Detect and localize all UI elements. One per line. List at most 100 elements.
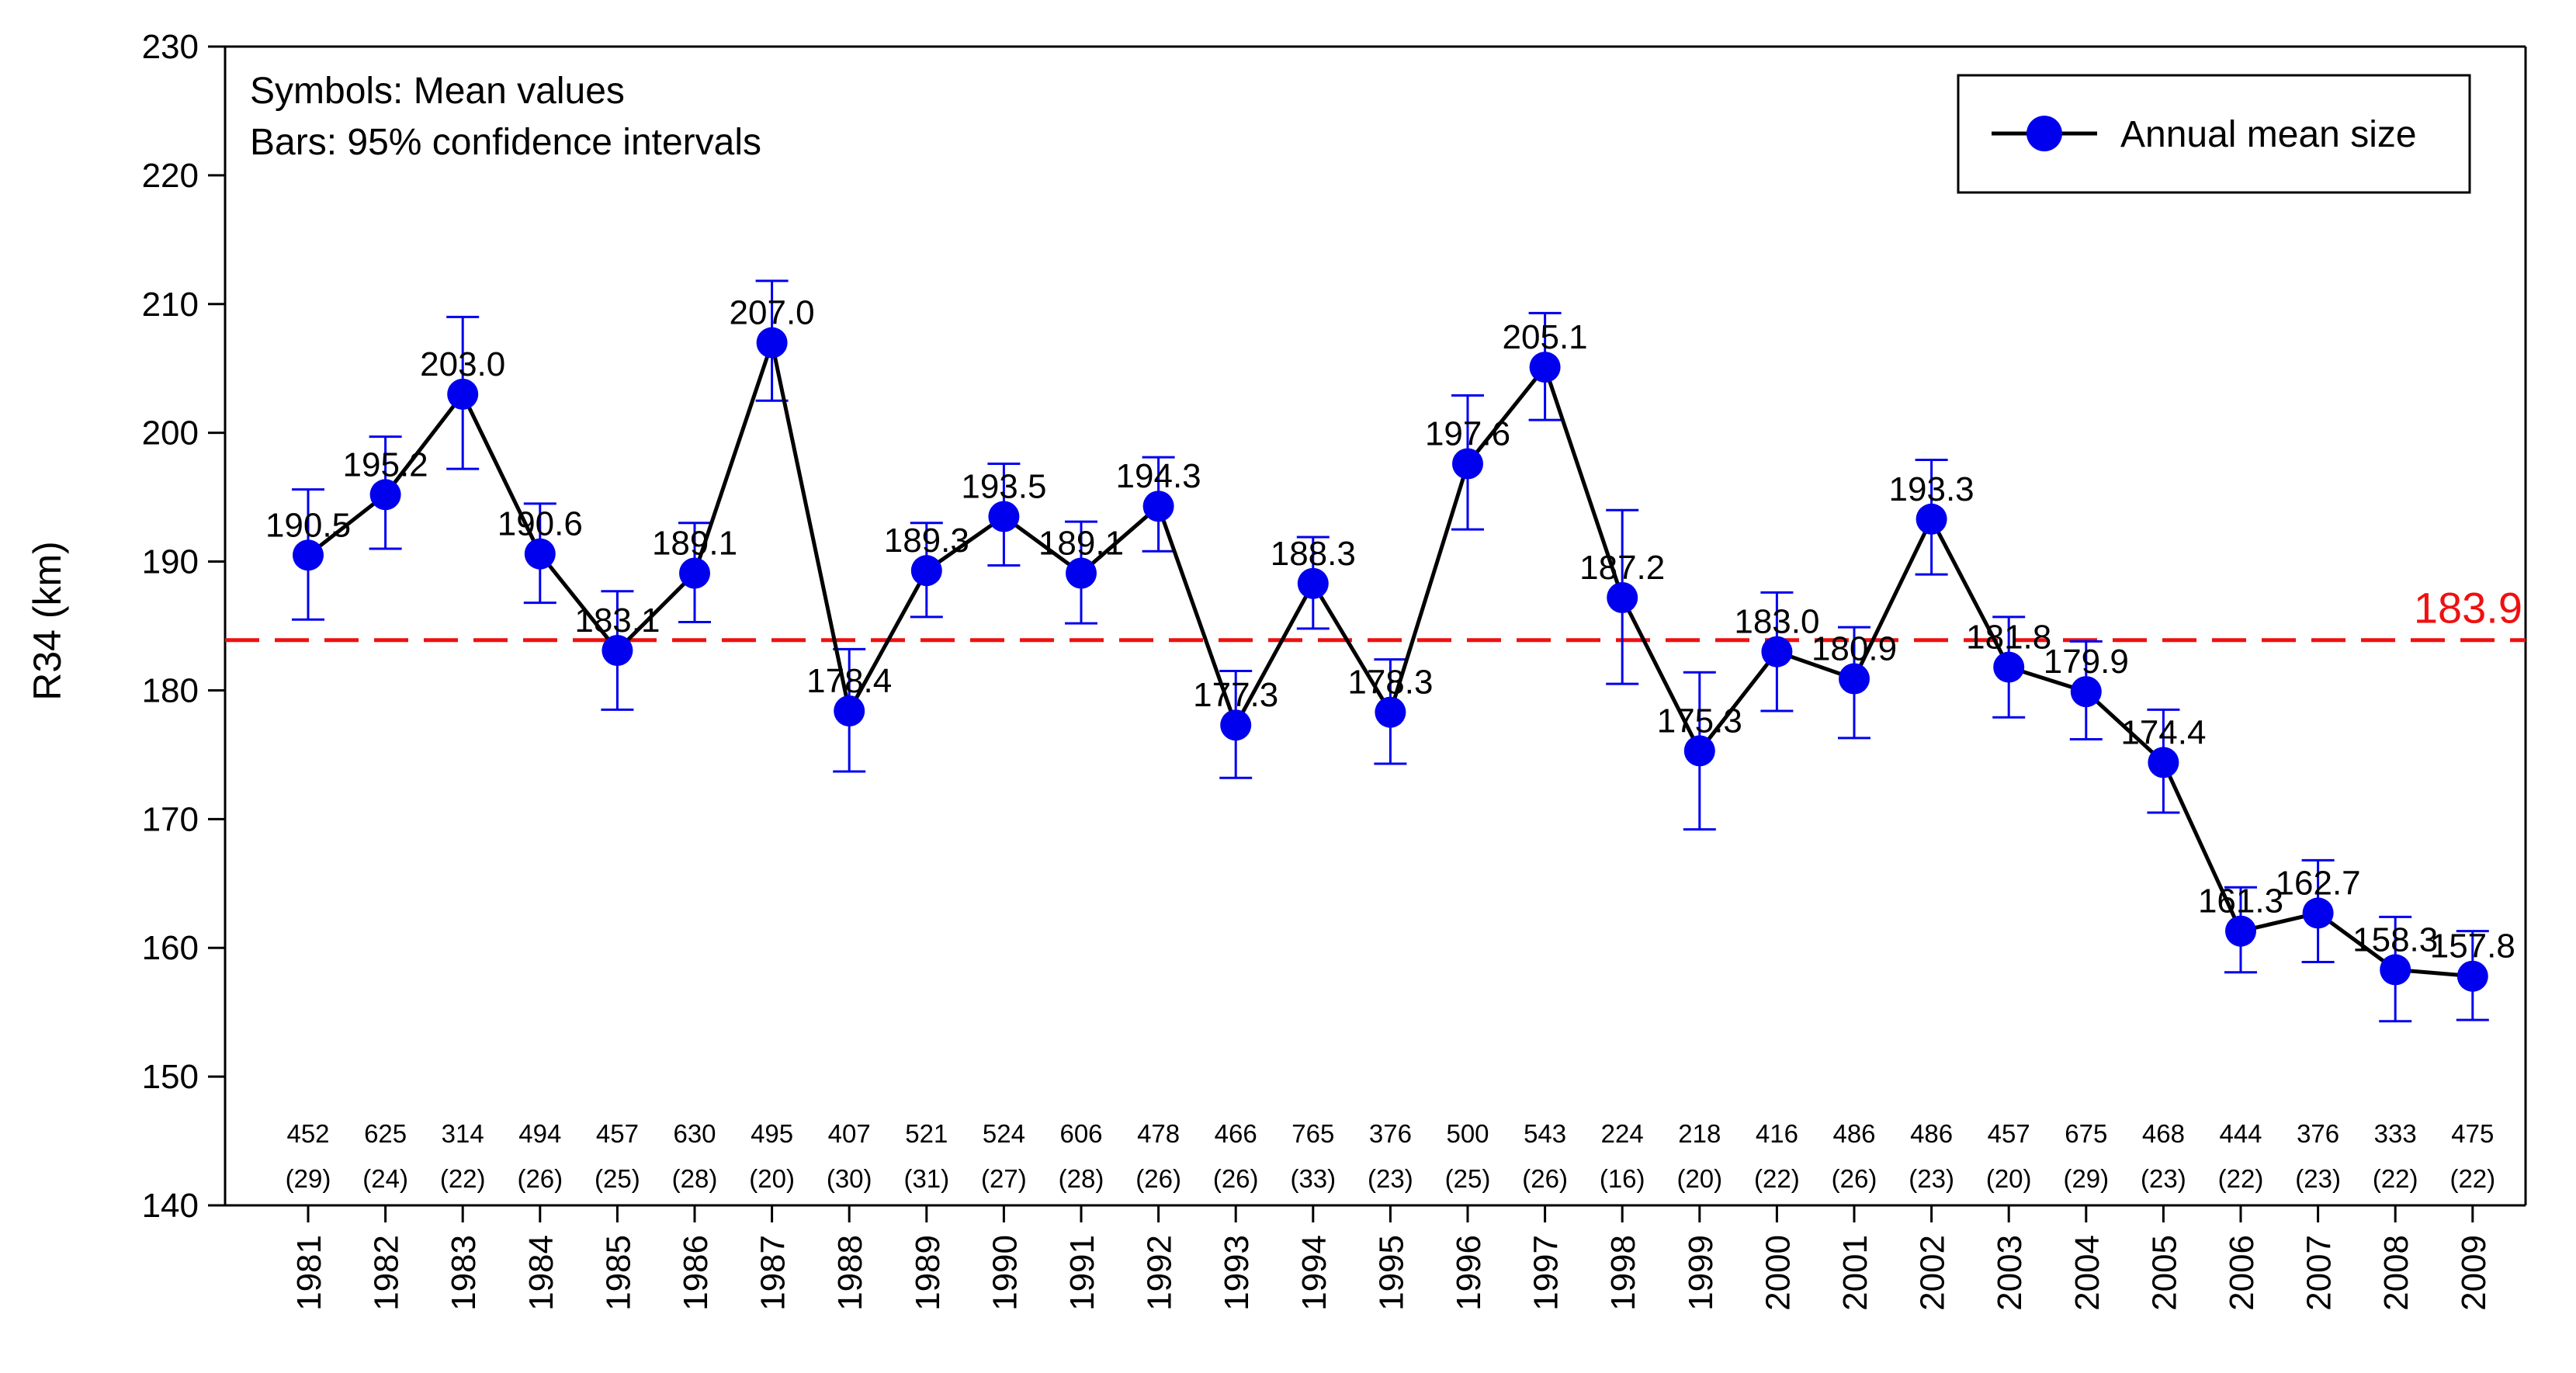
- x-tick-label: 1997: [1527, 1235, 1565, 1311]
- annotation-symbols: Symbols: Mean values: [250, 71, 625, 112]
- data-label: 205.1: [1503, 318, 1588, 356]
- data-point: [1220, 709, 1252, 741]
- count-label: 376: [2297, 1119, 2339, 1148]
- data-point: [1607, 582, 1638, 614]
- count-label: 466: [1215, 1119, 1257, 1148]
- data-label: 197.6: [1425, 414, 1510, 452]
- count-label: 333: [2374, 1119, 2417, 1148]
- data-point: [447, 378, 479, 410]
- data-label: 188.3: [1271, 535, 1356, 573]
- data-point: [1375, 696, 1406, 728]
- legend-label: Annual mean size: [2120, 114, 2417, 155]
- data-point: [1452, 448, 1483, 480]
- data-point: [1916, 503, 1947, 535]
- sub-count-label: (22): [1754, 1164, 1800, 1193]
- sub-count-label: (26): [1213, 1164, 1259, 1193]
- series-annual-mean-size: 190.5 195.2 203.0 190.6 183.1 189.1 207.0 178.4…: [265, 279, 2515, 1023]
- data-point: [756, 327, 788, 359]
- data-label: 193.5: [961, 467, 1046, 505]
- x-tick-label: 1993: [1218, 1235, 1256, 1311]
- sub-count-label: (23): [2295, 1164, 2341, 1193]
- y-tick-label: 230: [142, 28, 199, 66]
- data-label: 157.8: [2430, 927, 2515, 966]
- count-label: 218: [1678, 1119, 1721, 1148]
- sub-count-label: (24): [362, 1164, 408, 1193]
- data-point: [1761, 636, 1793, 667]
- data-point: [2302, 897, 2334, 929]
- data-point: [1066, 557, 1097, 589]
- y-tick-label: 210: [142, 286, 199, 324]
- y-tick-label: 150: [142, 1058, 199, 1096]
- sub-count-label: (26): [517, 1164, 563, 1193]
- sub-count-label: (25): [1445, 1164, 1491, 1193]
- count-label: 495: [751, 1119, 793, 1148]
- data-point: [602, 635, 633, 667]
- sample-counts: 452 625 314 494 457 630 495 407 521 524 606 478 466 7…: [286, 1119, 2495, 1193]
- x-tick-label: 1998: [1604, 1235, 1642, 1311]
- sub-count-label: (29): [2063, 1164, 2109, 1193]
- count-label: 468: [2142, 1119, 2185, 1148]
- count-label: 543: [1524, 1119, 1566, 1148]
- sub-count-label: (23): [1909, 1164, 1954, 1193]
- sub-count-label: (22): [2218, 1164, 2264, 1193]
- data-point: [2148, 747, 2179, 778]
- count-label: 675: [2065, 1119, 2107, 1148]
- sub-count-label: (20): [1676, 1164, 1722, 1193]
- data-label: 190.5: [265, 506, 351, 544]
- x-tick-label: 1988: [831, 1235, 869, 1311]
- data-point: [1993, 651, 2025, 683]
- data-label: 177.3: [1193, 676, 1278, 714]
- y-tick-label: 220: [142, 157, 199, 195]
- data-point: [2456, 960, 2488, 992]
- count-label: 500: [1446, 1119, 1489, 1148]
- data-label: 174.4: [2120, 713, 2206, 751]
- count-label: 314: [442, 1119, 484, 1148]
- count-label: 494: [518, 1119, 561, 1148]
- x-tick-label: 1992: [1141, 1235, 1179, 1311]
- count-label: 625: [364, 1119, 407, 1148]
- sub-count-label: (25): [595, 1164, 640, 1193]
- data-point: [293, 539, 324, 571]
- data-point: [834, 695, 865, 726]
- data-point: [1142, 491, 1174, 522]
- data-label: 187.2: [1579, 549, 1665, 587]
- count-label: 376: [1369, 1119, 1412, 1148]
- data-point: [910, 555, 942, 587]
- data-label: 175.3: [1657, 702, 1742, 740]
- y-tick-label: 190: [142, 543, 199, 581]
- sub-count-label: (20): [1986, 1164, 2032, 1193]
- sub-count-label: (33): [1290, 1164, 1336, 1193]
- x-tick-label: 1995: [1372, 1235, 1410, 1311]
- data-point: [988, 501, 1020, 532]
- data-point: [2070, 676, 2102, 708]
- data-point: [2225, 915, 2256, 947]
- x-tick-label: 2006: [2223, 1235, 2261, 1311]
- count-label: 486: [1832, 1119, 1875, 1148]
- count-label: 486: [1910, 1119, 1953, 1148]
- data-point: [2380, 954, 2411, 986]
- data-label: 189.3: [884, 522, 969, 560]
- x-tick-label: 1983: [445, 1235, 483, 1311]
- reference-line-group: 183.9: [225, 584, 2526, 643]
- data-point: [369, 479, 401, 511]
- y-tick-label: 160: [142, 929, 199, 967]
- sub-count-label: (16): [1600, 1164, 1645, 1193]
- y-tick-label: 200: [142, 414, 199, 452]
- sub-count-label: (30): [827, 1164, 872, 1193]
- data-label: 189.1: [1038, 524, 1124, 562]
- data-label: 162.7: [2276, 864, 2361, 902]
- data-label: 193.3: [1889, 470, 1974, 508]
- count-label: 452: [286, 1119, 329, 1148]
- data-label: 195.2: [343, 446, 428, 484]
- x-tick-label: 2008: [2377, 1235, 2415, 1311]
- x-tick-label: 1990: [986, 1235, 1024, 1311]
- reference-line-label: 183.9: [2414, 584, 2522, 633]
- x-tick-label: 1994: [1295, 1235, 1333, 1311]
- x-tick-label: 2009: [2455, 1235, 2493, 1311]
- data-label: 179.9: [2044, 643, 2129, 681]
- data-point: [1683, 735, 1715, 767]
- y-tick-label: 170: [142, 800, 199, 838]
- data-point: [679, 557, 710, 589]
